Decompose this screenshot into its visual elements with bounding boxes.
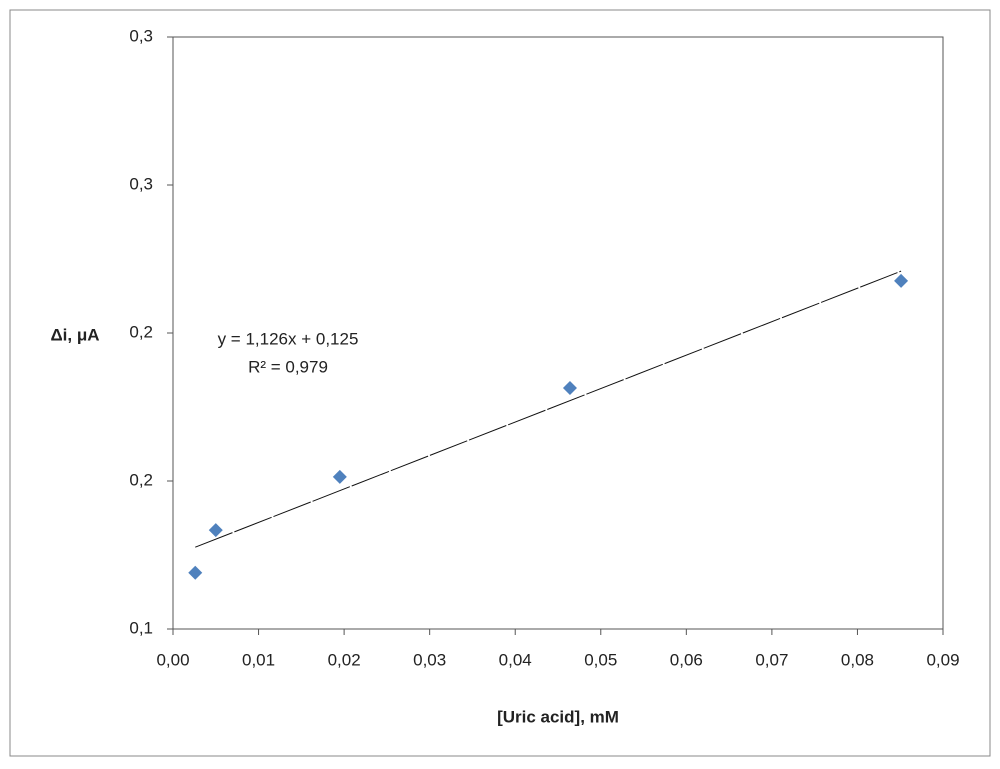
x-tick-label: 0,07 xyxy=(755,650,788,669)
x-tick-label: 0,02 xyxy=(328,650,361,669)
data-point xyxy=(208,523,223,538)
y-tick-label: 0,3 xyxy=(129,174,153,193)
y-tick-label: 0,1 xyxy=(129,618,153,637)
trend-line xyxy=(195,270,902,548)
data-point xyxy=(332,469,347,484)
x-tick-label: 0,06 xyxy=(670,650,703,669)
y-tick-label: 0,2 xyxy=(129,322,153,341)
x-tick-label: 0,05 xyxy=(584,650,617,669)
x-tick-label: 0,03 xyxy=(413,650,446,669)
r-squared: R² = 0,979 xyxy=(248,357,328,376)
y-tick-label: 0,2 xyxy=(129,470,153,489)
x-tick-label: 0,08 xyxy=(841,650,874,669)
y-tick-label: 0,3 xyxy=(129,26,153,45)
chart-border xyxy=(9,9,991,757)
data-point xyxy=(562,381,577,396)
x-tick-label: 0,01 xyxy=(242,650,275,669)
x-tick-label: 0,04 xyxy=(499,650,532,669)
y-axis-label: Δi, μA xyxy=(50,325,99,344)
trend-equation: y = 1,126x + 0,125 xyxy=(218,329,359,348)
x-tick-label: 0,00 xyxy=(156,650,189,669)
data-point xyxy=(894,273,909,288)
x-axis-label: [Uric acid], mM xyxy=(497,707,619,726)
data-point xyxy=(188,565,203,580)
x-tick-label: 0,09 xyxy=(926,650,959,669)
